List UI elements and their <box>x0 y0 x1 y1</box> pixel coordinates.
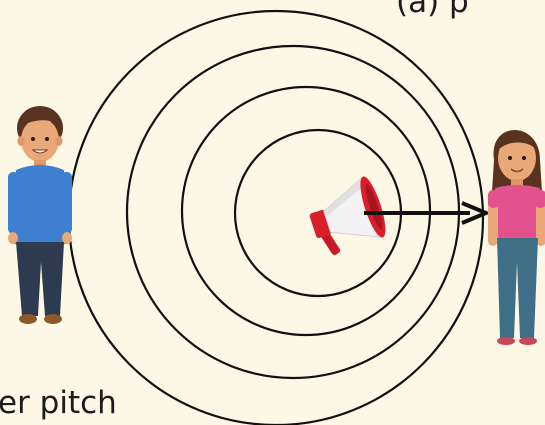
caption-top: (a) p <box>396 0 469 20</box>
megaphone-icon <box>309 176 386 255</box>
wave-circles <box>67 9 485 425</box>
caption-bottom: er pitch <box>0 385 117 421</box>
arrow-icon <box>364 201 492 225</box>
boy-figure <box>8 106 72 324</box>
girl-figure <box>488 130 545 345</box>
wave-circle-1 <box>67 9 485 425</box>
